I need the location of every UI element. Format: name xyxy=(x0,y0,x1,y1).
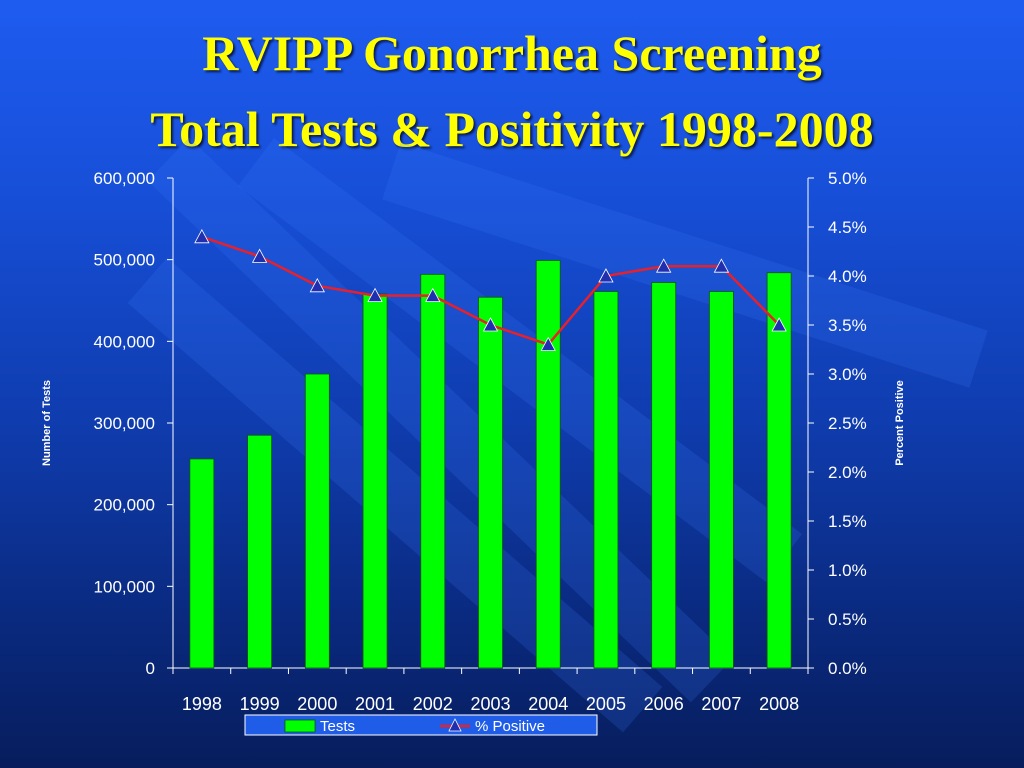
marker-percent-positive xyxy=(425,287,441,303)
y-left-tick-label: 500,000 xyxy=(94,251,155,270)
y-left-tick-label: 600,000 xyxy=(94,169,155,188)
x-tick-label: 2004 xyxy=(528,694,568,714)
y-left-tick-label: 0 xyxy=(146,659,155,678)
x-tick-label: 2001 xyxy=(355,694,395,714)
bar-tests xyxy=(189,458,215,669)
x-tick-label: 2006 xyxy=(644,694,684,714)
y-right-tick-label: 0.5% xyxy=(828,610,867,629)
background-band-1 xyxy=(238,138,802,582)
y-right-tick-label: 2.0% xyxy=(828,463,867,482)
marker-percent-positive xyxy=(771,317,787,332)
x-tick-label: 1999 xyxy=(240,694,280,714)
y-right-axis-title: Percent Positive xyxy=(894,380,906,466)
y-left-tick-label: 100,000 xyxy=(94,577,155,596)
legend-box xyxy=(244,714,598,736)
y-right-tick-label: 4.0% xyxy=(828,267,867,286)
bar-tests xyxy=(304,373,330,669)
bar-tests xyxy=(362,293,388,669)
y-right-tick-label: 3.0% xyxy=(828,365,867,384)
x-tick-label: 2003 xyxy=(470,694,510,714)
x-tick-label: 2000 xyxy=(297,694,337,714)
bar-tests xyxy=(420,273,446,669)
marker-percent-positive xyxy=(482,317,499,332)
legend-marker-swatch xyxy=(448,718,462,732)
y-right-tick-label: 0.0% xyxy=(828,659,867,678)
bar-tests xyxy=(766,272,792,669)
marker-percent-positive xyxy=(309,277,325,293)
x-tick-label: 2008 xyxy=(759,694,799,714)
y-left-tick-label: 300,000 xyxy=(94,414,155,433)
y-left-axis-title: Number of Tests xyxy=(41,380,53,466)
y-right-tick-label: 4.5% xyxy=(828,218,867,237)
marker-percent-positive xyxy=(598,268,614,283)
legend-percent-label: % Positive xyxy=(475,718,545,735)
marker-percent-positive xyxy=(713,258,730,273)
marker-percent-positive xyxy=(540,336,556,352)
x-tick-label: 2005 xyxy=(586,694,626,714)
x-tick-label: 2007 xyxy=(701,694,741,714)
bar-tests xyxy=(478,296,503,669)
legend-tests-swatch xyxy=(284,719,316,733)
bar-tests xyxy=(651,282,677,669)
bar-tests xyxy=(535,260,561,669)
marker-percent-positive xyxy=(367,287,383,303)
bar-tests xyxy=(247,434,272,669)
y-left-tick-label: 200,000 xyxy=(94,496,155,515)
slide-title-line-2: Total Tests & Positivity 1998-2008 xyxy=(150,101,874,157)
y-right-tick-label: 3.5% xyxy=(828,316,867,335)
y-right-tick-label: 1.0% xyxy=(828,561,867,580)
y-right-tick-label: 5.0% xyxy=(828,169,867,188)
slide-title-line-1: RVIPP Gonorrhea Screening xyxy=(202,25,822,81)
x-tick-label: 1998 xyxy=(182,694,222,714)
y-left-tick-label: 400,000 xyxy=(94,332,155,351)
marker-percent-positive xyxy=(194,228,210,244)
y-right-tick-label: 1.5% xyxy=(828,512,867,531)
bar-tests xyxy=(593,291,619,669)
y-right-tick-label: 2.5% xyxy=(828,414,867,433)
legend-tests-label: Tests xyxy=(320,718,355,735)
marker-percent-positive xyxy=(656,258,672,273)
bar-tests xyxy=(709,291,734,669)
marker-percent-positive xyxy=(251,248,268,263)
x-tick-label: 2002 xyxy=(413,694,453,714)
